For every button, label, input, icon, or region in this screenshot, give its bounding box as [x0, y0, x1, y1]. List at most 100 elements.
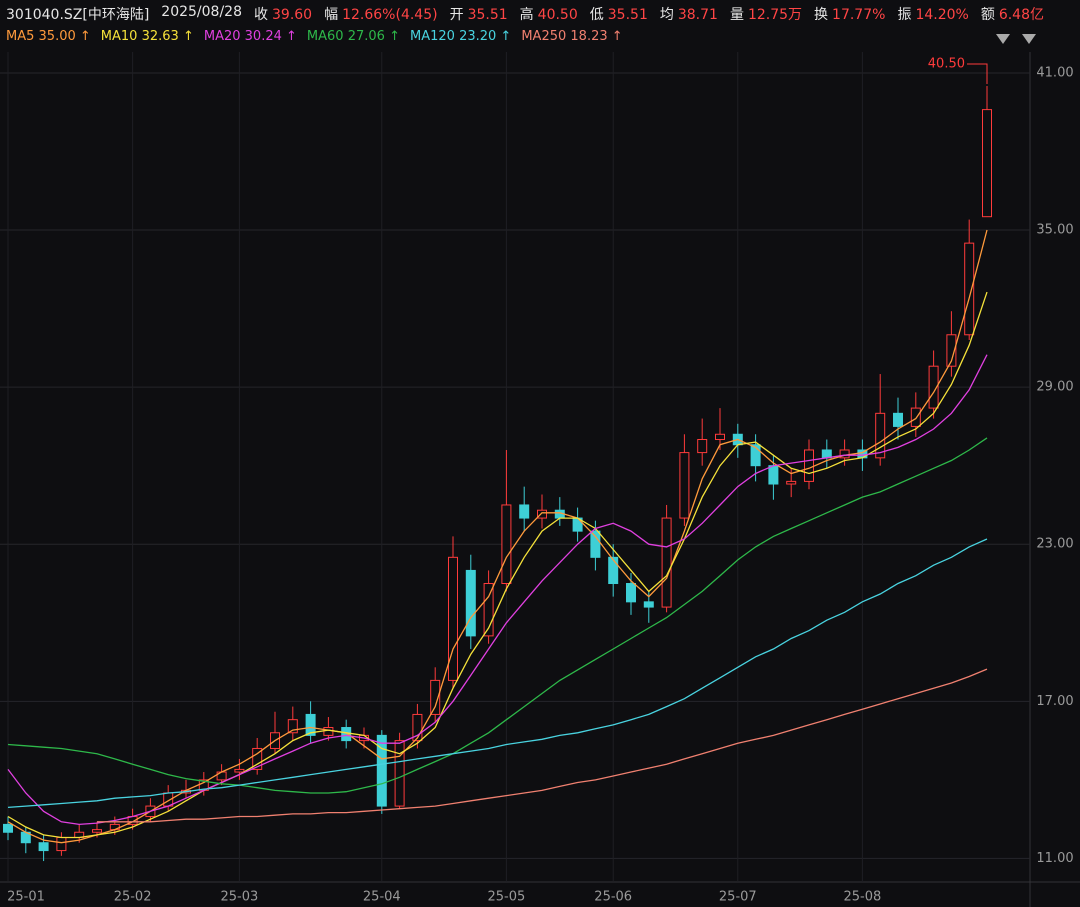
- candle-body: [519, 504, 530, 519]
- legend-trend: ↑: [389, 29, 400, 44]
- candle-body: [3, 823, 13, 833]
- candle-body: [661, 517, 672, 608]
- field-label: 振: [897, 7, 912, 23]
- date: 2025/08/28: [161, 4, 242, 20]
- legend-trend: ↑: [611, 29, 623, 44]
- candle-body: [964, 242, 975, 336]
- candle-body: [448, 556, 458, 681]
- legend-value: 27.06: [347, 29, 385, 44]
- candle-body: [465, 569, 476, 637]
- ma-line: [7, 229, 988, 844]
- field-value: 39.60: [272, 7, 313, 23]
- legend-item: MA60 27.06 ↑: [307, 29, 400, 44]
- legend-trend: ↑: [79, 29, 91, 44]
- dropdown-icon[interactable]: [1022, 34, 1036, 44]
- candle-body: [252, 747, 263, 770]
- field-label: 高: [519, 7, 534, 23]
- candle-body: [341, 727, 352, 742]
- candle-body: [715, 433, 725, 441]
- quote-field: 均 38.71: [660, 4, 718, 24]
- field-value: 12.66%(4.45): [342, 7, 438, 23]
- legend-trend: ↑: [182, 29, 194, 44]
- x-tick-label: 25-02: [114, 890, 152, 905]
- field-label: 幅: [324, 7, 339, 23]
- candle-body: [608, 556, 619, 585]
- field-value: 14.20%: [915, 7, 969, 23]
- legend-name: MA20: [203, 29, 241, 44]
- legend-trend: ↑: [500, 29, 512, 44]
- candles: [3, 86, 992, 862]
- legend-item: MA5 35.00 ↑: [6, 29, 91, 44]
- legend-item: MA20 30.24 ↑: [204, 29, 297, 44]
- candle-body: [501, 504, 512, 585]
- legend-trend: ↑: [286, 29, 297, 44]
- candle-body: [305, 713, 316, 736]
- field-label: 开: [449, 7, 464, 23]
- x-tick-label: 25-04: [363, 890, 401, 905]
- candle-body: [821, 449, 832, 459]
- candle-body: [875, 412, 886, 459]
- candle-body: [928, 365, 939, 409]
- y-tick-label: 23.00: [1036, 537, 1073, 552]
- symbol: 301040.SZ[中环海陆]: [6, 7, 150, 23]
- max-label: 40.50: [928, 57, 965, 72]
- ma-legend: MA5 35.00 ↑ MA10 32.63 ↑ MA20 30.24 ↑ MA60 …: [6, 29, 623, 44]
- candle-body: [590, 530, 601, 558]
- ma-line: [7, 538, 988, 809]
- candle-body: [537, 509, 547, 519]
- legend-value: 23.20: [459, 29, 497, 44]
- legend-name: MA5: [6, 29, 35, 44]
- field-label: 额: [980, 7, 995, 23]
- x-tick-label: 25-08: [844, 890, 882, 905]
- field-label: 量: [729, 7, 744, 23]
- dropdown-icon[interactable]: [996, 34, 1010, 44]
- legend-item: MA120 23.20 ↑: [410, 29, 511, 44]
- legend-name: MA120: [409, 29, 455, 44]
- candle-body: [946, 334, 957, 367]
- field-value: 12.75万: [747, 7, 803, 23]
- field-value: 35.51: [607, 7, 648, 23]
- legend-name: MA10: [100, 29, 138, 44]
- quote-field: 幅 12.66%(4.45): [324, 4, 437, 24]
- x-tick-label: 25-05: [488, 890, 526, 905]
- candle-body: [234, 768, 245, 773]
- candle-body: [626, 583, 636, 603]
- candle-body: [750, 444, 761, 467]
- candle-body: [92, 829, 102, 833]
- quote-field: 换 17.77%: [814, 4, 885, 24]
- quote-header: 301040.SZ[中环海陆] 2025/08/28 收 39.60 幅 12.66%…: [6, 4, 1044, 24]
- candle-body: [287, 719, 298, 734]
- x-tick-label: 25-07: [719, 890, 757, 905]
- quote-field: 振 14.20%: [897, 4, 968, 24]
- y-tick-label: 41.00: [1036, 65, 1073, 80]
- candle-body: [38, 842, 49, 852]
- quote-field: 开 35.51: [450, 4, 508, 24]
- legend-item: MA250 18.23 ↑: [521, 29, 622, 44]
- field-value: 6.48亿: [998, 7, 1044, 23]
- candle-body: [412, 713, 423, 742]
- ma-line: [97, 668, 988, 823]
- ma-line: [7, 437, 988, 794]
- legend-value: 18.23: [570, 29, 608, 44]
- candle-body: [982, 109, 992, 218]
- legend-value: 35.00: [38, 29, 76, 44]
- candle-body: [430, 679, 441, 715]
- field-label: 换: [814, 7, 829, 23]
- y-tick-label: 11.00: [1036, 851, 1073, 866]
- y-tick-label: 29.00: [1036, 380, 1073, 395]
- x-tick-label: 25-01: [7, 890, 45, 905]
- candle-body: [56, 836, 67, 852]
- quote-field: 低 35.51: [590, 4, 648, 24]
- x-tick-label: 25-03: [221, 890, 259, 905]
- candle-body: [323, 727, 334, 736]
- quote-field: 收 39.60: [254, 4, 312, 24]
- legend-value: 32.63: [141, 29, 179, 44]
- legend-name: MA60: [306, 29, 344, 44]
- field-label: 收: [254, 7, 268, 23]
- candle-body: [910, 407, 921, 427]
- field-value: 17.77%: [832, 7, 886, 23]
- ma-line: [7, 354, 988, 826]
- field-label: 均: [659, 7, 674, 23]
